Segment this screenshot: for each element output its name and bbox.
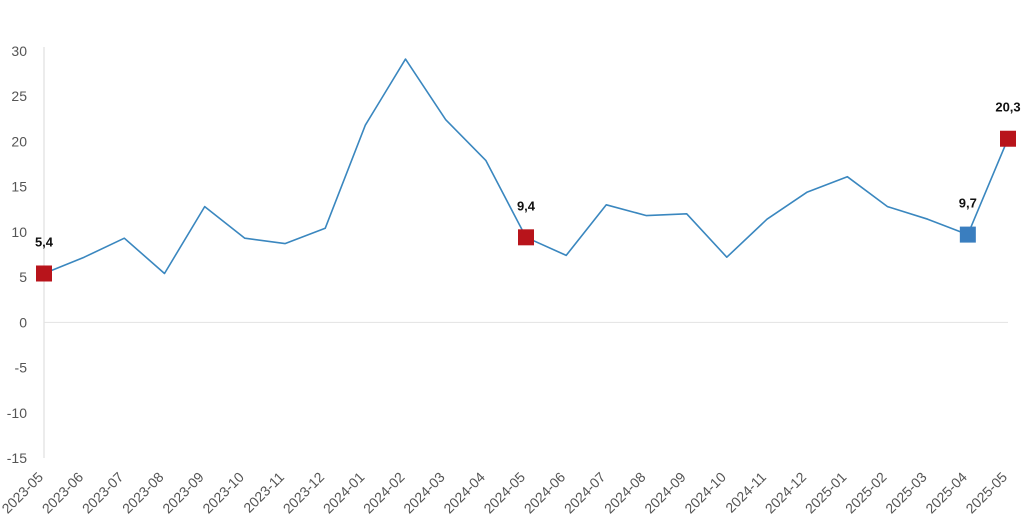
x-tick-label: 2024-10 xyxy=(681,469,729,517)
data-label: 20,3 xyxy=(995,100,1020,115)
x-tick-label: 2023-09 xyxy=(159,469,207,517)
x-tick-label: 2025-02 xyxy=(842,469,890,517)
x-tick-label: 2024-11 xyxy=(722,469,769,516)
x-axis: 2023-052023-062023-072023-082023-092023-… xyxy=(0,469,1010,517)
data-label: 5,4 xyxy=(35,234,54,249)
y-tick-label: 5 xyxy=(19,269,27,285)
data-label: 9,7 xyxy=(959,196,977,211)
y-tick-label: -10 xyxy=(7,405,27,421)
x-tick-label: 2023-12 xyxy=(280,469,328,517)
highlight-marker xyxy=(518,229,534,246)
x-tick-label: 2024-12 xyxy=(762,469,810,517)
x-tick-label: 2025-01 xyxy=(802,469,850,517)
x-tick-label: 2023-11 xyxy=(240,469,287,516)
data-label: 9,4 xyxy=(517,198,536,213)
x-tick-label: 2023-10 xyxy=(199,469,247,517)
x-tick-label: 2024-01 xyxy=(320,469,368,517)
x-tick-label: 2024-05 xyxy=(480,469,528,517)
x-tick-label: 2023-07 xyxy=(79,469,127,517)
x-tick-label: 2024-09 xyxy=(641,469,689,517)
x-tick-label: 2024-04 xyxy=(440,469,488,517)
x-tick-label: 2024-02 xyxy=(360,469,408,517)
highlight-marker xyxy=(36,265,52,282)
y-axis: 30 25 20 15 10 5 0 -5 -10 -15 xyxy=(7,43,1008,466)
x-tick-label: 2023-05 xyxy=(0,469,46,517)
x-tick-label: 2025-05 xyxy=(962,469,1010,517)
y-tick-label: -15 xyxy=(7,450,27,466)
y-tick-label: 0 xyxy=(19,314,27,330)
highlight-marker xyxy=(1000,130,1016,147)
y-tick-label: 25 xyxy=(11,88,27,104)
y-tick-label: 10 xyxy=(11,224,27,240)
x-tick-label: 2025-04 xyxy=(922,469,970,517)
y-tick-label: -5 xyxy=(15,360,28,376)
y-tick-label: 30 xyxy=(11,43,27,59)
x-tick-label: 2024-07 xyxy=(561,469,609,517)
x-tick-label: 2023-08 xyxy=(119,469,167,517)
x-tick-label: 2024-06 xyxy=(521,469,569,517)
highlight-marker xyxy=(959,226,976,243)
x-tick-label: 2025-03 xyxy=(882,469,930,517)
x-tick-label: 2024-08 xyxy=(601,469,649,517)
marker-layer: 5,4 9,4 9,7 20,3 xyxy=(35,100,1021,282)
y-tick-label: 15 xyxy=(11,179,27,195)
x-tick-label: 2024-03 xyxy=(400,469,448,517)
y-tick-label: 20 xyxy=(11,133,27,149)
x-tick-label: 2023-06 xyxy=(39,469,87,517)
